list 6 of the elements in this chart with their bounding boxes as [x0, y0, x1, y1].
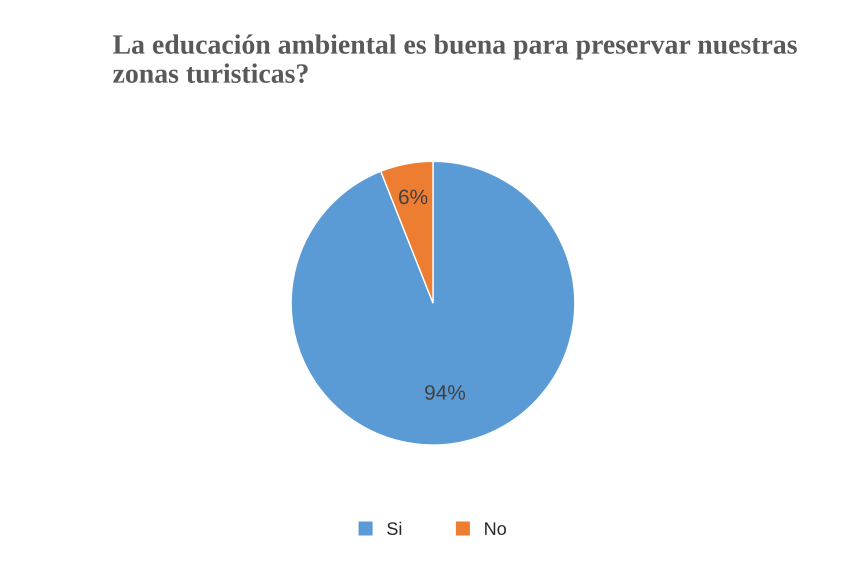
chart-title: La educación ambiental es buena para preservar nuestras zonas turisticas?	[113, 34, 797, 84]
data-label: 94%	[425, 385, 466, 400]
legend-label: Si	[387, 522, 402, 536]
legend-label: No	[485, 522, 506, 536]
data-label: 6%	[399, 189, 428, 204]
pie-slice	[290, 160, 576, 446]
